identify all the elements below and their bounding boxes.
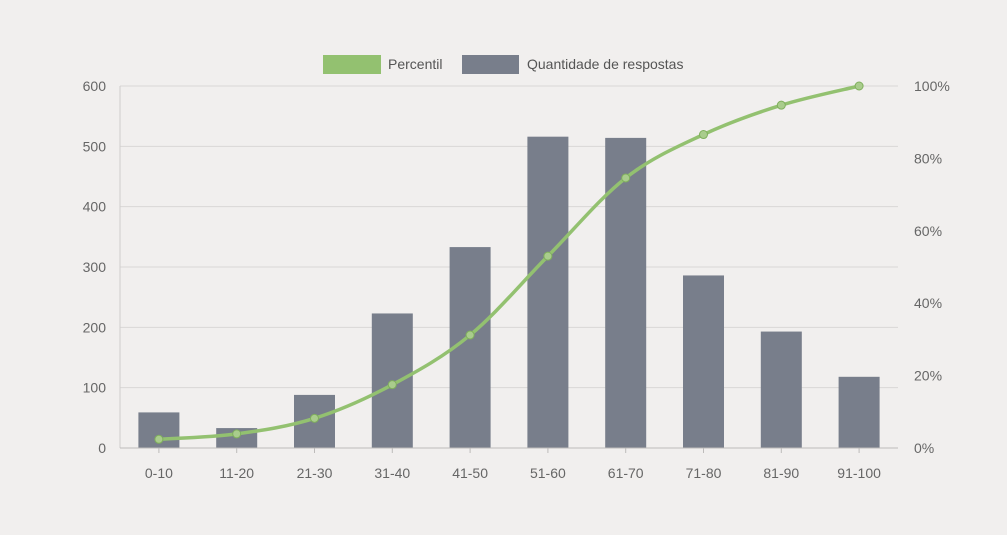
y-left-tick-label: 400 (83, 199, 107, 215)
y-left-tick-label: 100 (83, 380, 107, 396)
bar (527, 136, 569, 448)
y-left-tick-label: 300 (83, 259, 107, 275)
grid-lines (120, 85, 898, 449)
y-right-tick-label: 80% (914, 150, 942, 166)
y-right-tick-label: 100% (914, 78, 950, 94)
y-right-tick-label: 40% (914, 295, 942, 311)
line-point (776, 100, 786, 110)
x-tick-label: 0-10 (145, 465, 173, 481)
x-tick-label: 71-80 (686, 465, 722, 481)
bar-series (138, 136, 880, 449)
line-point (621, 173, 631, 183)
x-tick-label: 11-20 (219, 465, 254, 481)
line-series (154, 81, 864, 444)
bar (605, 137, 647, 449)
x-tick-label: 81-90 (763, 465, 799, 481)
line-point (699, 130, 708, 140)
legend-swatch-percentil (323, 55, 381, 74)
line-point (310, 413, 319, 423)
x-tick-label: 91-100 (837, 465, 881, 481)
line-point (387, 380, 397, 390)
line-point (465, 330, 475, 340)
legend-label-percentil: Percentil (388, 56, 442, 72)
legend-item-percentil[interactable]: Percentil (323, 55, 442, 74)
x-tick-label: 51-60 (530, 465, 566, 481)
bar (683, 275, 724, 448)
y-right-tick-label: 20% (914, 368, 942, 384)
line-point (543, 251, 553, 261)
x-tick-label: 61-70 (608, 465, 644, 481)
y-right-tick-label: 0% (914, 440, 934, 456)
percentil-line (157, 84, 861, 442)
legend-label-quantidade: Quantidade de respostas (527, 56, 683, 72)
x-tick-label: 41-50 (452, 465, 488, 481)
legend-item-quantidade[interactable]: Quantidade de respostas (462, 55, 683, 74)
x-tick-label: 21-30 (297, 465, 333, 481)
line-point (154, 434, 164, 444)
y-left-tick-label: 500 (83, 138, 107, 154)
bar (838, 376, 880, 448)
axes: 0 100 200 300 400 500 600 0% 20% 40% 60% 80% 100% 0-1… (83, 78, 950, 481)
legend-swatch-quantidade (462, 55, 519, 74)
y-left-tick-label: 0 (98, 440, 106, 456)
bar (760, 331, 802, 448)
line-point (232, 429, 242, 439)
line-point (854, 81, 864, 91)
y-right-tick-label: 60% (914, 223, 942, 239)
legend: Percentil Quantidade de respostas (323, 55, 683, 74)
y-left-tick-label: 600 (83, 78, 107, 94)
x-tick-label: 31-40 (374, 465, 410, 481)
y-left-tick-label: 200 (83, 319, 107, 335)
